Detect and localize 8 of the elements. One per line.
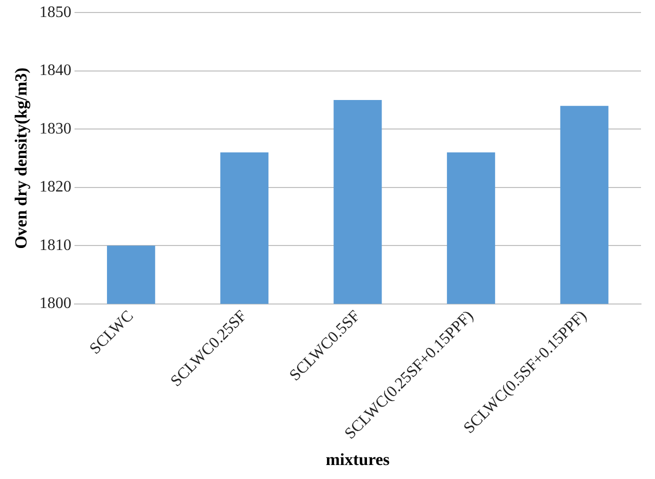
y-tick-label: 1810 [39,236,72,254]
y-tick-label: 1820 [39,178,72,196]
y-tick-label: 1800 [39,295,72,312]
x-axis-title: mixtures [326,450,390,470]
y-tick-label: 1830 [39,120,72,138]
y-tick-label: 1840 [39,62,72,80]
y-axis-title: Oven dry density(kg/m3) [12,68,31,249]
y-tick-label: 1850 [39,4,72,21]
